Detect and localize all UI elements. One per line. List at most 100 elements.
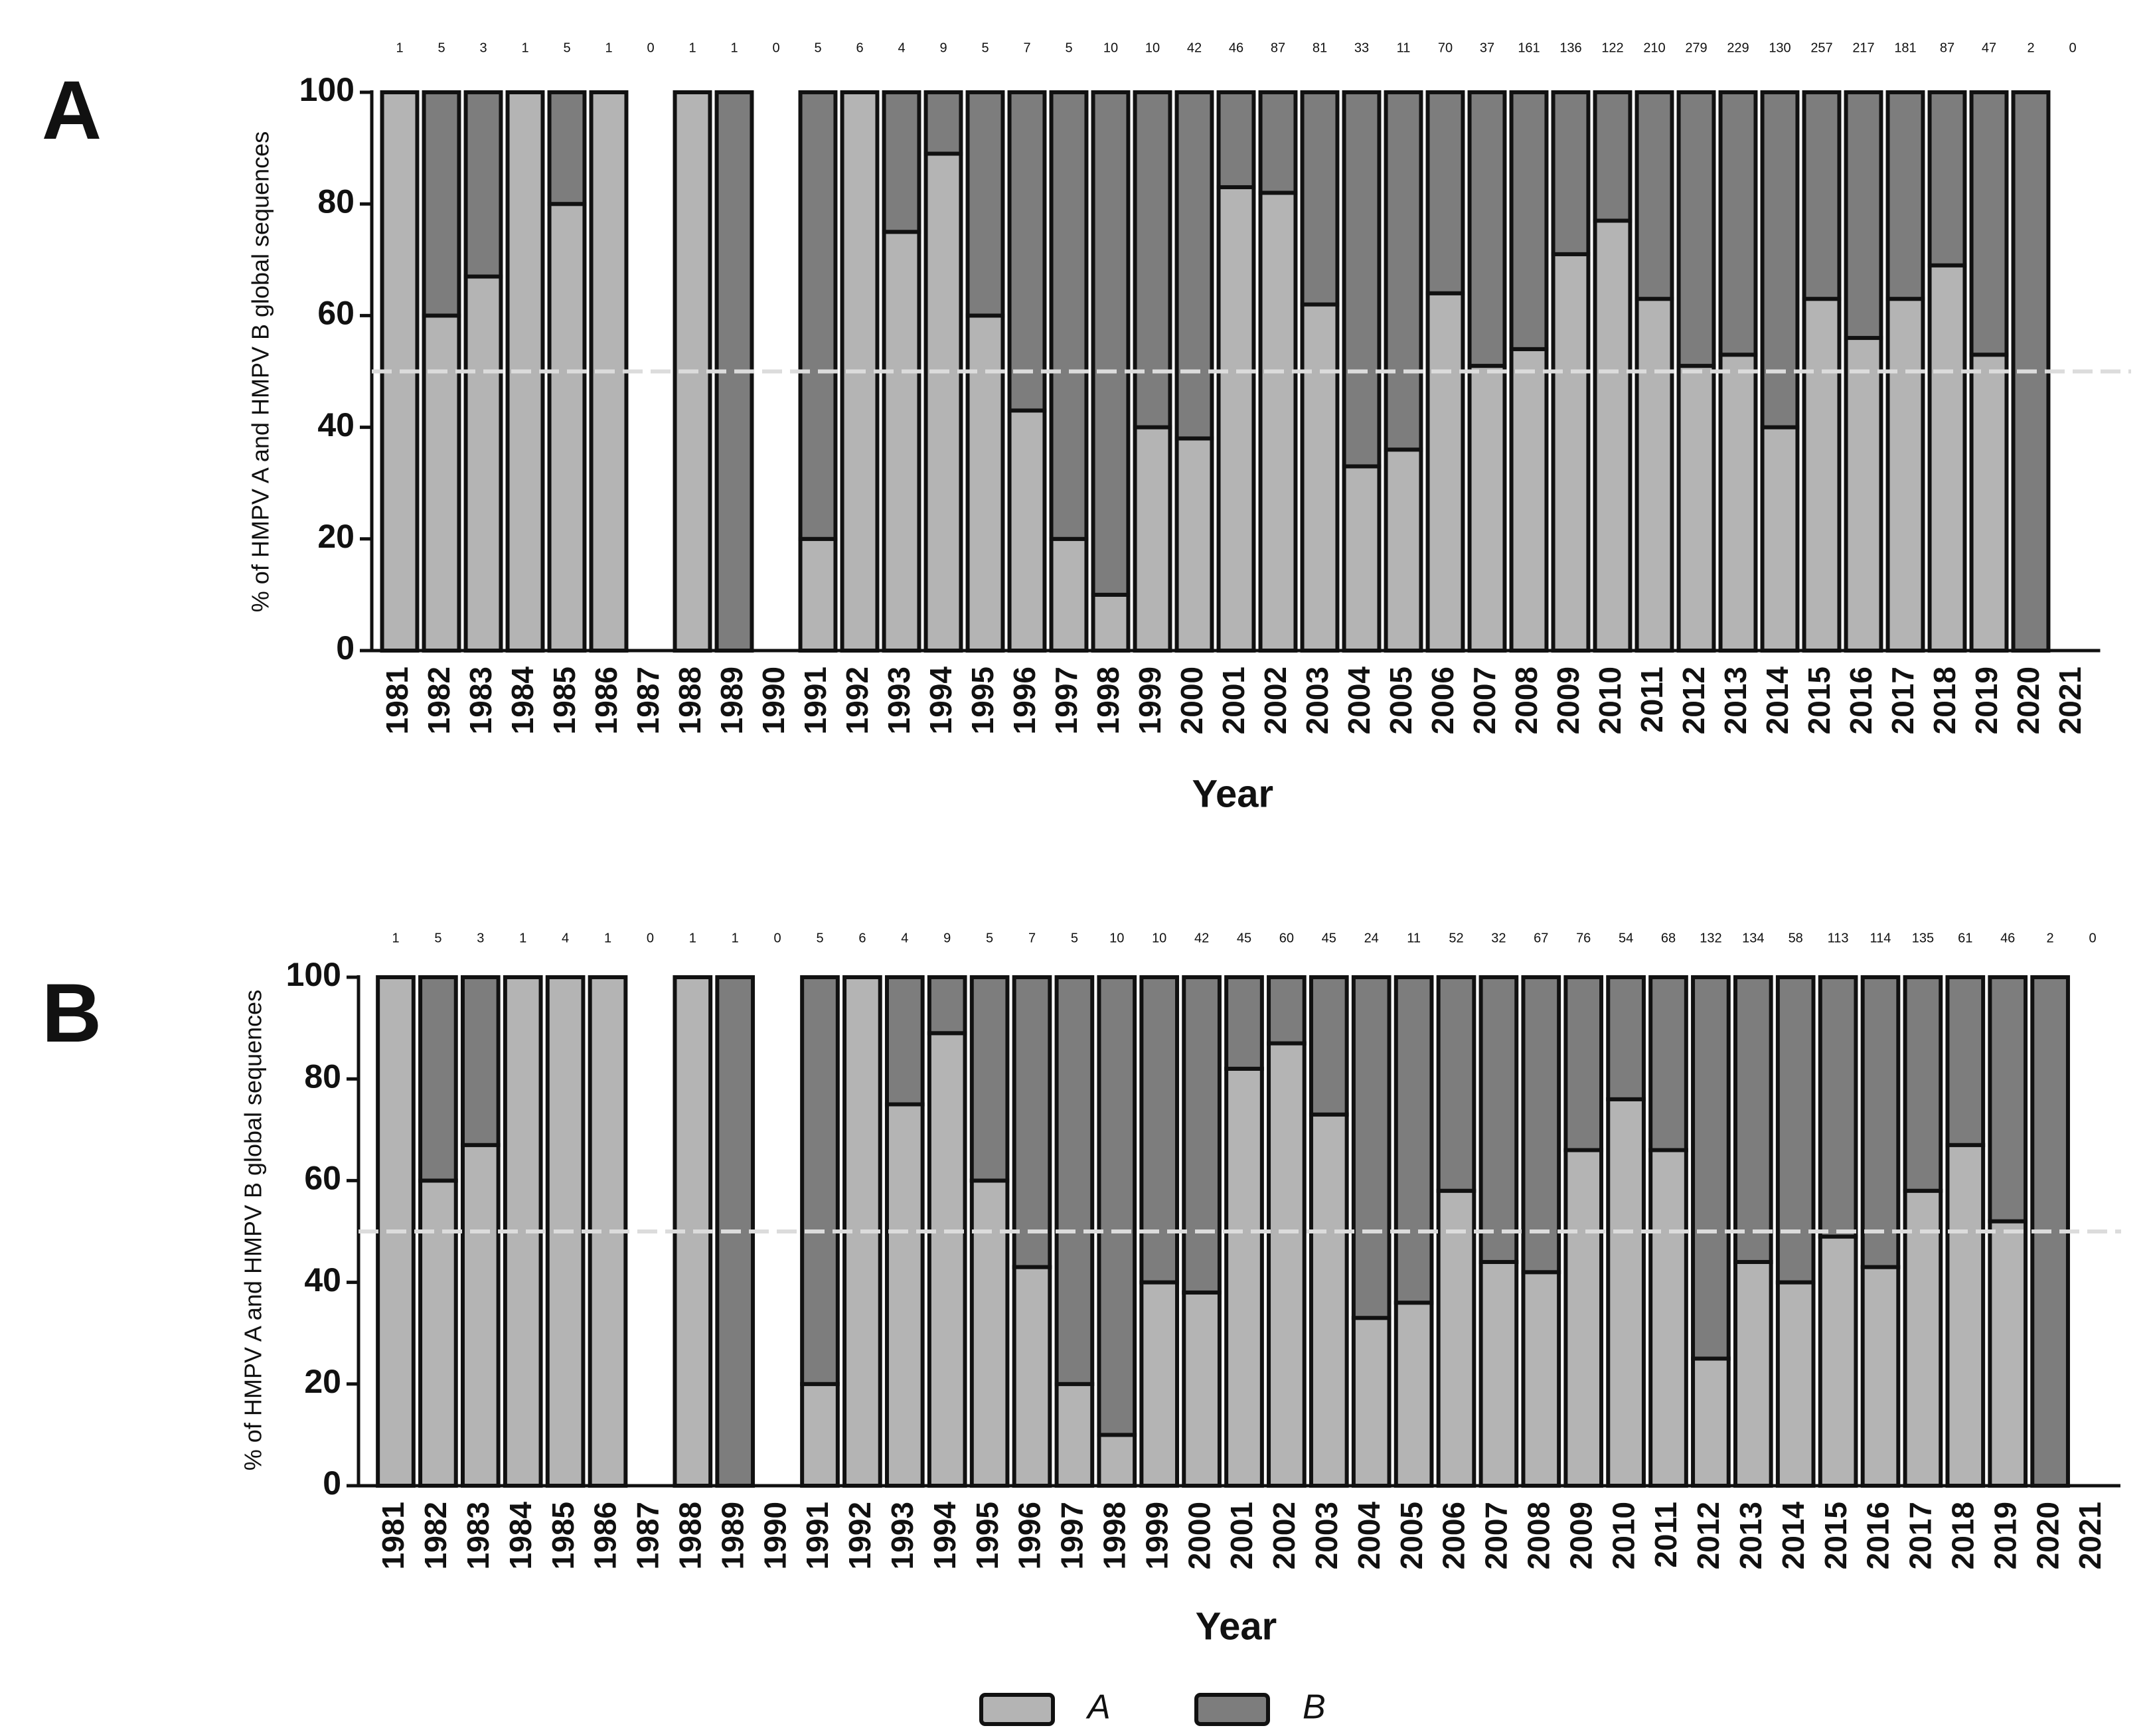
count-label: 0 (647, 931, 654, 945)
bar-segment (884, 1102, 925, 1488)
x-tick-label: 1992 (842, 1502, 877, 1569)
bar-segment (1718, 353, 1758, 653)
bar-segment (1049, 90, 1089, 541)
x-tick-label: 1991 (798, 667, 833, 734)
count-label: 24 (1364, 931, 1379, 945)
bar-segment (1521, 1270, 1561, 1488)
count-label: 114 (1870, 931, 1891, 945)
x-tick-label: 2019 (1969, 667, 2004, 734)
bar-segment (1478, 975, 1519, 1264)
count-label: 42 (1187, 40, 1202, 55)
x-tick-label: 2013 (1718, 667, 1753, 734)
bar-segment (882, 230, 921, 653)
bar-segment (1012, 975, 1052, 1269)
bar-segment (1563, 975, 1604, 1152)
count-label: 0 (2069, 40, 2076, 55)
bar-segment (1300, 90, 1340, 307)
bar-segment (1436, 1188, 1476, 1488)
x-tick-label: 2016 (1844, 667, 1878, 734)
bar-segment (418, 975, 458, 1183)
count-label: 11 (1397, 40, 1411, 55)
bar-segment (1818, 1234, 1858, 1488)
x-tick-label: 1994 (923, 667, 958, 735)
x-tick-label: 1993 (882, 667, 916, 734)
count-label: 42 (1194, 931, 1209, 945)
count-label: 47 (1982, 40, 1996, 55)
x-tick-label: 2001 (1216, 667, 1251, 734)
bar-segment (1133, 90, 1172, 430)
count-label: 122 (1601, 40, 1623, 55)
bar-segment (1775, 975, 1816, 1285)
x-tick-label: 2021 (2073, 1502, 2107, 1569)
x-tick-label: 1989 (714, 667, 749, 734)
x-tick-label: 1997 (1055, 1502, 1089, 1569)
y-tick-label: 60 (317, 295, 355, 332)
bar-segment (1551, 90, 1591, 256)
bar-segment (1174, 90, 1214, 441)
bar-segment (1351, 1316, 1392, 1488)
bar-segment (1007, 90, 1047, 413)
bar-segment (1860, 975, 1901, 1269)
bar-segment (1425, 291, 1465, 653)
x-tick-label: 2007 (1467, 667, 1502, 734)
count-label: 81 (1313, 40, 1327, 55)
count-label: 2 (2027, 40, 2034, 55)
count-label: 33 (1354, 40, 1369, 55)
y-tick-label: 20 (304, 1363, 341, 1400)
count-label: 1 (396, 40, 403, 55)
bar-segment (1648, 975, 1688, 1152)
count-label: 134 (1742, 931, 1764, 945)
x-tick-label: 2008 (1521, 1502, 1555, 1569)
bar-segment (1436, 975, 1476, 1193)
bar-segment (1903, 975, 1943, 1193)
x-tick-label: 2003 (1300, 667, 1334, 734)
x-tick-label: 2016 (1861, 1502, 1895, 1569)
bar-segment (1174, 436, 1214, 653)
count-label: 4 (562, 931, 569, 945)
bar-segment (1988, 975, 2028, 1223)
bar-segment (1342, 90, 1382, 469)
count-label: 135 (1912, 931, 1934, 945)
x-tick-label: 2003 (1309, 1502, 1344, 1569)
x-tick-label: 2015 (1818, 1502, 1853, 1569)
x-tick-label: 2004 (1342, 667, 1376, 735)
x-tick-label: 2014 (1760, 667, 1794, 735)
count-label: 0 (774, 931, 781, 945)
count-label: 5 (1071, 931, 1078, 945)
bar-segment (1634, 90, 1674, 301)
count-label: 2 (2047, 931, 2054, 945)
count-label: 68 (1661, 931, 1676, 945)
count-label: 181 (1894, 40, 1916, 55)
legend-swatch (1194, 1693, 1270, 1726)
bar-segment (798, 536, 838, 653)
x-tick-label: 2006 (1437, 1502, 1471, 1569)
bar-segment (1049, 536, 1089, 653)
legend-label: A (1085, 1688, 1111, 1727)
bar-segment (1309, 1112, 1349, 1488)
bar-segment (1718, 90, 1758, 357)
bar-segment (927, 975, 967, 1036)
x-tick-label: 1985 (547, 667, 582, 734)
bar-segment (1267, 1041, 1307, 1488)
x-tick-label: 1984 (505, 667, 540, 735)
count-label: 5 (816, 931, 823, 945)
count-label: 5 (563, 40, 570, 55)
y-axis-title: % of HMPV A and HMPV B global sequences (240, 990, 267, 1470)
legend-swatch (979, 1693, 1055, 1726)
count-label: 10 (1109, 931, 1124, 945)
count-label: 6 (858, 931, 866, 945)
bar-segment (1309, 975, 1349, 1117)
bar-segment (923, 151, 963, 653)
x-tick-label: 1983 (463, 667, 498, 734)
x-tick-label: 1993 (885, 1502, 919, 1569)
y-tick-label: 80 (317, 183, 355, 220)
bar-segment (1606, 975, 1646, 1101)
bar-segment (460, 975, 501, 1147)
x-tick-label: 1984 (503, 1502, 538, 1570)
bar-segment (460, 1143, 501, 1488)
count-label: 279 (1685, 40, 1707, 55)
x-tick-label: 2012 (1691, 1502, 1725, 1569)
bar-segment (1258, 90, 1298, 195)
count-label: 1 (519, 931, 526, 945)
x-tick-label: 2021 (2053, 667, 2087, 734)
